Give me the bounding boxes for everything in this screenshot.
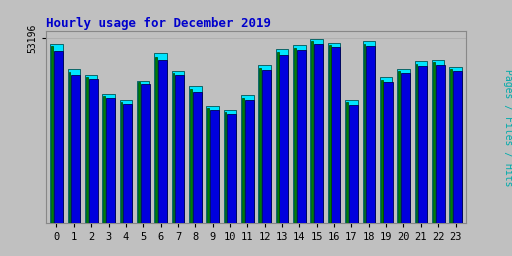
Bar — [120, 100, 132, 223]
Bar — [293, 46, 306, 223]
Bar — [54, 51, 63, 223]
Bar — [294, 48, 296, 223]
Bar — [106, 98, 115, 223]
Bar — [401, 73, 410, 223]
Bar — [436, 65, 444, 223]
Bar — [276, 49, 288, 223]
Bar — [245, 100, 254, 223]
Bar — [346, 102, 348, 223]
Bar — [173, 73, 175, 223]
Bar — [206, 106, 219, 223]
Bar — [397, 69, 410, 223]
Bar — [418, 66, 427, 223]
Text: Hourly usage for December 2019: Hourly usage for December 2019 — [46, 17, 271, 29]
Bar — [277, 52, 279, 223]
Bar — [224, 110, 236, 223]
Bar — [297, 50, 306, 223]
Bar — [69, 72, 70, 223]
Bar — [241, 95, 253, 223]
Bar — [260, 68, 261, 223]
Bar — [381, 80, 382, 223]
Bar — [259, 65, 271, 223]
Bar — [364, 44, 365, 223]
Bar — [415, 61, 427, 223]
Bar — [89, 79, 98, 223]
Bar — [71, 75, 80, 223]
Bar — [102, 94, 115, 223]
Bar — [227, 114, 237, 223]
Bar — [123, 104, 132, 223]
Bar — [189, 86, 202, 223]
Bar — [450, 69, 452, 223]
Bar — [242, 98, 244, 223]
Bar — [225, 112, 226, 223]
Bar — [329, 45, 331, 223]
Bar — [432, 60, 444, 223]
Bar — [280, 55, 288, 223]
Bar — [311, 41, 313, 223]
Bar — [433, 62, 435, 223]
Bar — [175, 75, 184, 223]
Bar — [210, 110, 219, 223]
Bar — [349, 104, 358, 223]
Bar — [190, 89, 192, 223]
Bar — [328, 43, 340, 223]
Bar — [314, 44, 323, 223]
Bar — [345, 100, 358, 223]
Bar — [331, 47, 340, 223]
Bar — [172, 71, 184, 223]
Bar — [158, 60, 167, 223]
Bar — [154, 53, 167, 223]
Bar — [155, 57, 157, 223]
Bar — [380, 77, 392, 223]
Bar — [121, 102, 122, 223]
Bar — [453, 71, 462, 223]
Bar — [68, 69, 80, 223]
Bar — [310, 39, 323, 223]
Bar — [103, 96, 105, 223]
Bar — [449, 67, 462, 223]
Bar — [138, 82, 140, 223]
Bar — [398, 71, 400, 223]
Bar — [51, 46, 53, 223]
Bar — [262, 70, 271, 223]
Bar — [50, 44, 63, 223]
Bar — [366, 46, 375, 223]
Bar — [85, 75, 97, 223]
Bar — [207, 108, 209, 223]
Bar — [416, 63, 417, 223]
Bar — [141, 84, 150, 223]
Bar — [86, 77, 88, 223]
Text: Pages / Files / Hits: Pages / Files / Hits — [503, 69, 512, 187]
Bar — [362, 41, 375, 223]
Bar — [137, 81, 150, 223]
Bar — [383, 82, 393, 223]
Bar — [193, 92, 202, 223]
